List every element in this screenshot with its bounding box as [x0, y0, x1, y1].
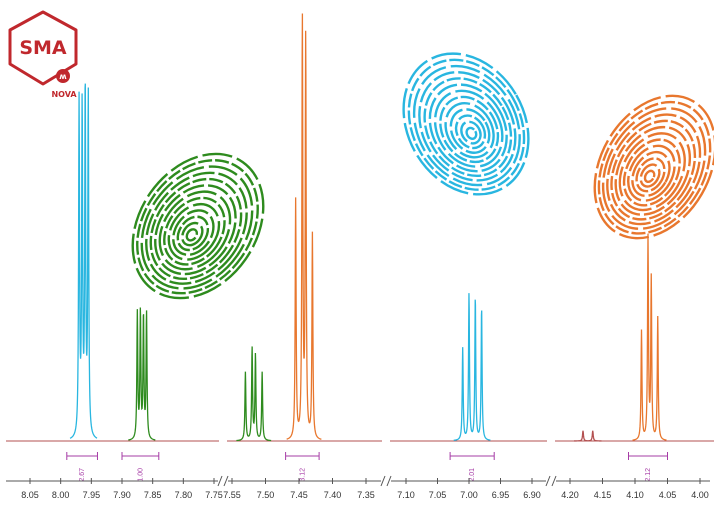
fingerprint-ridge [402, 52, 530, 196]
fingerprint-ridge [136, 159, 259, 295]
axis-break-mark [386, 475, 392, 487]
fingerprint-ridge [593, 94, 714, 240]
tick-label: 4.15 [594, 490, 612, 500]
integral-label: 2.12 [645, 468, 652, 482]
fingerprint-ridge [176, 215, 210, 252]
fingerprint-ridge [635, 157, 666, 193]
fingerprint-ridge [454, 114, 487, 150]
fingerprint-ridge [172, 209, 215, 256]
fingerprint-ridge [154, 184, 237, 276]
logo-shield [8, 10, 78, 86]
tick-label: 4.00 [691, 490, 709, 500]
logo-subtext: NOVA [51, 90, 77, 99]
integral-label: 2.67 [79, 468, 86, 482]
fingerprint-ridge [460, 120, 482, 145]
fingerprint-ridge [418, 71, 517, 182]
tick-label: 4.10 [626, 490, 644, 500]
fingerprint-cyan-icon [402, 52, 530, 196]
fingerprint-ridge [639, 163, 661, 188]
tick-label: 7.85 [144, 490, 162, 500]
fingerprint-ridge [131, 152, 265, 300]
tick-label: 7.75 [205, 490, 223, 500]
axis-break-gap [218, 476, 228, 486]
integral-label: 2.01 [469, 468, 476, 482]
fingerprint-ridge [439, 95, 500, 164]
tick-label: 7.80 [175, 490, 193, 500]
tick-label: 8.05 [21, 490, 39, 500]
fingerprint-ridge [631, 150, 671, 198]
fingerprint-ridge [444, 101, 495, 159]
logo-text: SMA [19, 37, 67, 59]
fingerprint-orange-icon [593, 94, 714, 240]
fingerprint-ridge [412, 64, 521, 187]
tick-label: 7.95 [83, 490, 101, 500]
fingerprint-ridge [618, 132, 686, 212]
fingerprint-ridge [606, 113, 702, 226]
fingerprint-ridge [407, 58, 526, 191]
fingerprint-ridge [428, 83, 508, 173]
tick-label: 7.90 [113, 490, 131, 500]
logo-badge [56, 69, 70, 83]
tick-label: 6.95 [492, 490, 510, 500]
fingerprint-ridge [610, 119, 697, 221]
fingerprint-ridge [449, 108, 491, 154]
fingerprint-ridge [167, 202, 221, 261]
fingerprint-ridge [423, 77, 513, 178]
peak-multiplet-1 [128, 307, 156, 441]
tick-label: 7.40 [324, 490, 342, 500]
peak-multiplet-2 [236, 346, 272, 442]
fingerprint-ridge [597, 100, 712, 235]
tick-label: 7.35 [357, 490, 375, 500]
fingerprint-ridge [185, 228, 199, 242]
peak-multiplet-3 [286, 13, 322, 440]
axis-break-mark [223, 475, 229, 487]
tick-label: 7.10 [397, 490, 415, 500]
baseline-break-gap [219, 438, 227, 444]
fingerprint-ridge [465, 126, 478, 140]
integral-label: 1.00 [137, 468, 144, 482]
axis-break-mark [545, 475, 551, 487]
axis-break-gap [546, 476, 556, 486]
logo-badge-glyph: ʍ [59, 72, 67, 81]
fingerprint-ridge [145, 171, 248, 285]
tick-label: 8.00 [52, 490, 70, 500]
peak-multiplet-0 [69, 83, 98, 439]
sma-logo: SMA ʍ NOVA [8, 10, 78, 99]
tick-label: 4.05 [659, 490, 677, 500]
fingerprint-ridge [140, 165, 254, 290]
tick-label: 7.55 [223, 490, 241, 500]
integrals-group: 2.67 1.00 3.12 2.01 2.12 [66, 452, 668, 482]
tick-label: 7.45 [290, 490, 308, 500]
fingerprint-ridge [622, 138, 681, 207]
fingerprint-ridge [614, 125, 692, 216]
axis-break-mark [217, 475, 223, 487]
fingerprint-ridge [433, 89, 504, 168]
axis-break-mark [551, 475, 557, 487]
fingerprint-ridge [601, 107, 707, 230]
peak-multiplet-4 [453, 293, 491, 441]
tick-label: 7.00 [460, 490, 478, 500]
fingerprint-ridge [181, 221, 204, 247]
axis-break-mark [380, 475, 386, 487]
peak-multiplet-5 [574, 430, 602, 442]
fingerprint-green-icon [131, 152, 265, 300]
spectrum-plot [6, 13, 714, 442]
fingerprint-ridge [627, 144, 676, 202]
baseline-break-gap [382, 438, 390, 444]
peak-multiplet-6 [632, 233, 667, 441]
fingerprint-ridge [158, 190, 232, 271]
tick-label: 7.50 [257, 490, 275, 500]
x-axis: 8.05 8.00 7.95 7.90 7.85 7.80 7.75 7.55 7.50 7.45… [6, 438, 710, 500]
fingerprint-ridge [163, 196, 226, 266]
integral-label: 3.12 [299, 468, 306, 482]
tick-label: 6.90 [523, 490, 541, 500]
axis-break-gap [381, 476, 391, 486]
tick-label: 7.05 [429, 490, 447, 500]
fingerprint-ridge [643, 169, 656, 184]
baseline-break-gap [547, 438, 555, 444]
tick-label: 4.20 [561, 490, 579, 500]
fingerprint-ridge [149, 177, 243, 281]
